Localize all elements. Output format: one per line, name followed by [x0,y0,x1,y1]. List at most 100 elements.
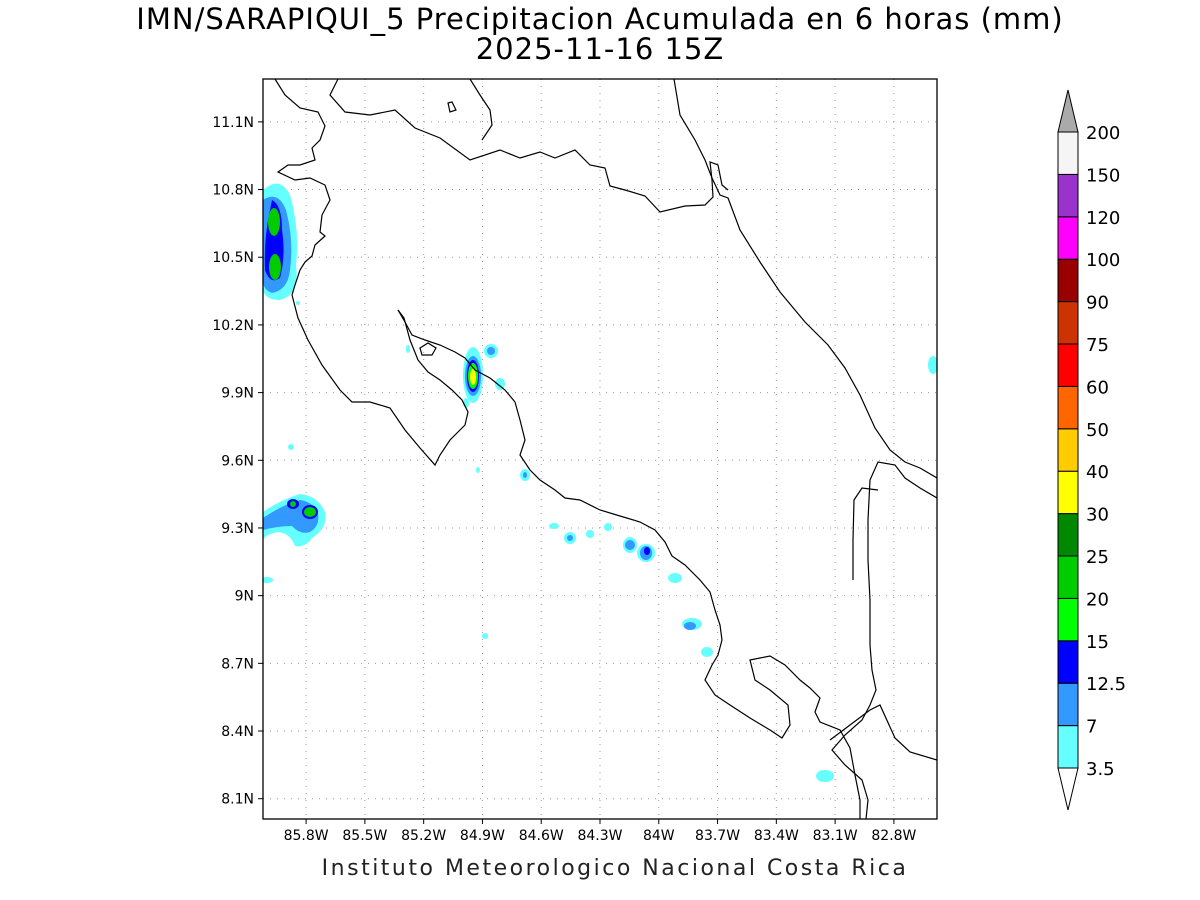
lat-tick-label: 8.4N [221,724,254,740]
coastline-lake [329,79,729,213]
precip-area [701,647,713,657]
colorbar-label: 90 [1086,293,1109,314]
colorbar-swatch [1057,173,1079,218]
lon-tick-label: 83.7W [695,828,740,844]
precip-area [406,345,410,353]
colorbar-high-arrow [1057,89,1079,133]
colorbar-label: 12.5 [1086,674,1126,695]
precip-area [269,254,281,280]
colorbar-swatch [1057,555,1079,599]
lon-tick-label: 84W [643,828,675,844]
precip-area [476,467,480,473]
lat-tick-label: 9.9N [221,386,254,402]
lon-tick-label: 83.1W [813,828,858,844]
colorbar-label: 60 [1086,377,1109,398]
lat-tick-label: 11.1N [212,115,254,131]
coastline-panama-south [852,487,879,580]
coastline-lagoon [419,342,437,356]
footer-credit: Instituto Meteorologico Nacional Costa R… [321,856,909,881]
precip-area [268,208,280,236]
precip-area [684,622,696,630]
map-title: IMN/SARAPIQUI_5 Precipitacion Acumulada … [136,2,1064,36]
precip-area [523,472,527,478]
lat-tick-label: 10.2N [212,318,254,334]
precip-area [263,577,273,583]
colorbar-swatch [1057,343,1079,387]
lon-tick-label: 85.2W [401,828,446,844]
coastline-island [447,101,457,113]
colorbar-label: 40 [1086,462,1109,483]
colorbar-label: 7 [1086,717,1097,738]
precip-area [470,369,476,385]
precipitation-areas [263,183,937,782]
coastline-north [274,79,331,296]
lat-tick-label: 9N [235,589,254,605]
lon-tick-label: 84.3W [577,828,622,844]
colorbar-label: 15 [1086,632,1109,653]
colorbar-swatch [1057,470,1079,515]
colorbar: 3.5 7 12.5 15 20 25 30 40 50 60 75 90 100 120 150 200 [1057,89,1126,811]
colorbar-label: 120 [1086,208,1120,229]
colorbar-swatch [1057,597,1079,642]
coastline-caribbean [673,79,937,479]
precip-area [625,540,635,550]
coastline-gulf [397,309,861,819]
map-subtitle: 2025-11-16 15Z [475,32,725,66]
colorbar-swatch [1057,385,1079,430]
colorbar-swatch [1057,513,1079,557]
colorbar-swatch [1057,725,1079,769]
coastline-pacific [291,294,469,467]
lat-tick-label: 9.6N [221,453,254,469]
lon-tick-label: 82.8W [871,828,916,844]
map-grid [263,79,937,819]
colorbar-swatch [1057,640,1079,684]
lat-tick-label: 8.1N [221,792,254,808]
coastline [274,79,937,819]
colorbar-swatch [1057,216,1079,260]
colorbar-swatch [1057,258,1079,303]
precip-area [567,535,573,541]
colorbar-swatch [1057,131,1079,175]
precip-area [586,530,594,538]
coastline-lake-edge [469,79,493,141]
axis-ticks: 8.1N 8.4N 8.7N 9N 9.3N 9.6N 9.9N 10.2N 10.5N 10.8… [212,115,916,844]
colorbar-label: 3.5 [1086,759,1115,780]
lon-tick-label: 84.6W [519,828,564,844]
precip-area [304,507,316,517]
colorbar-label: 30 [1086,505,1109,526]
lat-tick-label: 10.8N [212,183,254,199]
precip-area [290,501,296,507]
lon-tick-label: 85.5W [342,828,387,844]
precip-area [296,301,300,305]
lon-tick-label: 85.8W [284,828,329,844]
colorbar-low-arrow [1057,767,1079,811]
colorbar-label: 75 [1086,335,1109,356]
colorbar-swatch [1057,428,1079,472]
colorbar-label: 50 [1086,420,1109,441]
colorbar-label: 25 [1086,547,1109,568]
colorbar-label: 150 [1086,165,1120,186]
lon-tick-label: 84.9W [460,828,505,844]
precip-area [495,378,505,390]
colorbar-swatch [1057,301,1079,345]
lat-tick-label: 8.7N [221,656,254,672]
precip-area [604,523,612,531]
precip-area [644,547,650,555]
colorbar-label: 200 [1086,123,1120,144]
colorbar-label: 100 [1086,250,1120,271]
precip-area [668,573,682,583]
lon-tick-label: 83.4W [754,828,799,844]
precip-area [288,444,294,450]
precip-area [549,523,559,529]
precip-area [928,356,937,374]
colorbar-swatch [1057,682,1079,727]
coastline-panama [831,461,937,819]
precip-area [482,633,488,639]
precip-area [487,347,495,355]
colorbar-label: 20 [1086,589,1109,610]
precip-area [816,770,834,782]
lat-tick-label: 10.5N [212,250,254,266]
coastline-chiriqui [829,704,937,761]
lat-tick-label: 9.3N [221,521,254,537]
